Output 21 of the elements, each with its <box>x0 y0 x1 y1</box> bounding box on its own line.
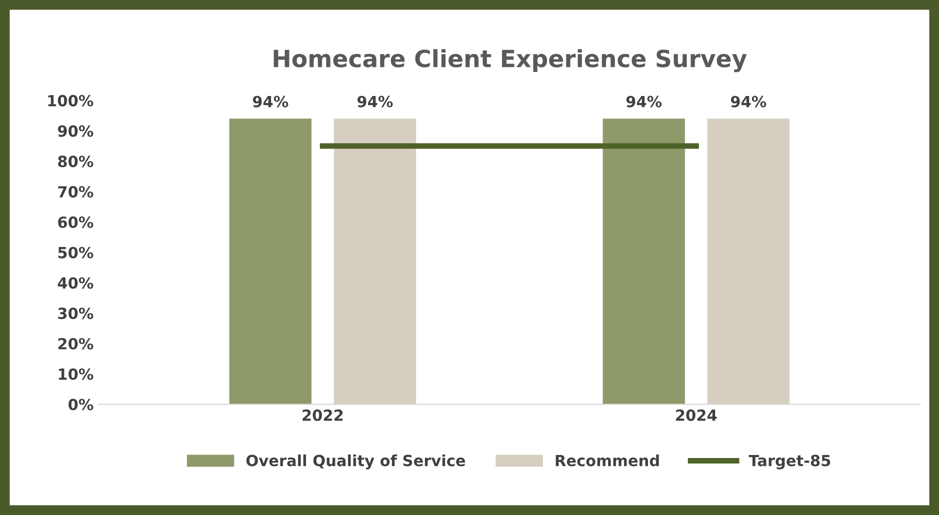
x-tick-label: 2022 <box>302 409 343 421</box>
y-tick-label: 60% <box>58 216 94 228</box>
data-label: 94% <box>252 96 288 108</box>
legend-label: Target-85 <box>748 454 830 470</box>
y-tick-label: 40% <box>58 277 94 289</box>
legend-label: Overall Quality of Service <box>246 454 466 470</box>
data-label: 94% <box>357 96 393 108</box>
y-tick-label: 90% <box>58 125 94 137</box>
y-tick-label: 30% <box>58 308 94 320</box>
y-tick-label: 0% <box>68 398 94 410</box>
legend-label: Recommend <box>556 454 659 466</box>
data-label: 94% <box>730 96 766 108</box>
x-tick-label: 2024 <box>676 409 717 421</box>
chart-title: Homecare Client Experience Survey <box>274 49 747 72</box>
y-tick-label: 10% <box>58 368 94 380</box>
data-label: 94% <box>626 96 662 108</box>
y-tick-label: 80% <box>58 156 94 168</box>
y-tick-label: 100% <box>48 94 94 106</box>
y-tick-label: 20% <box>58 338 94 350</box>
y-tick-label: 50% <box>58 246 94 258</box>
y-tick-label: 70% <box>58 186 94 198</box>
